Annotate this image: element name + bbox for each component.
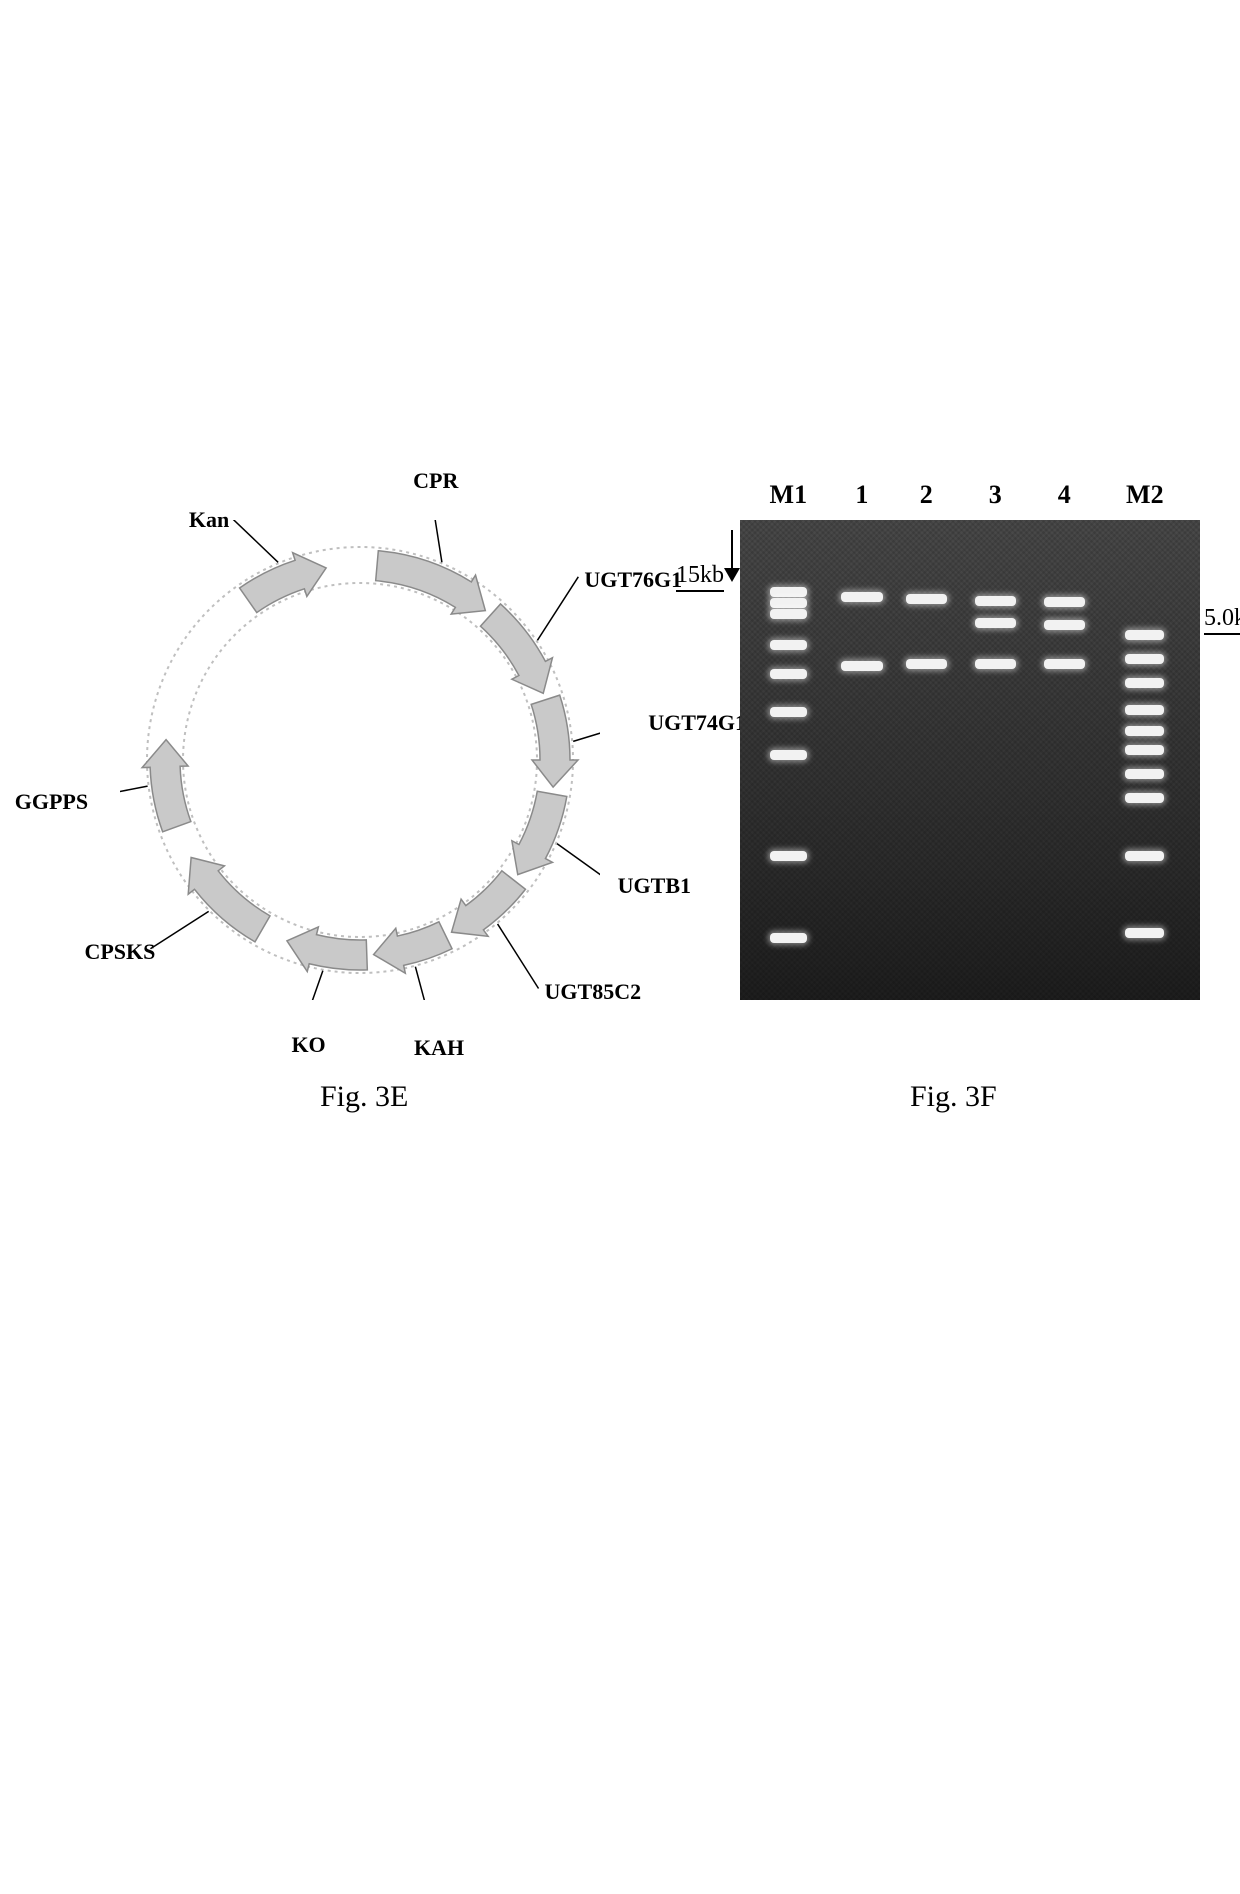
gel-band [1044, 620, 1085, 630]
gel-band [841, 661, 882, 671]
gel-band [770, 707, 807, 717]
gel-band [770, 609, 807, 619]
gel-panel: M11234M2 15kb5.0kb [740, 520, 1200, 1020]
plasmid-gene-label: KO [291, 1032, 325, 1058]
plasmid-gene-label: UGT74G1 [648, 710, 746, 736]
gel-band [770, 933, 807, 943]
gel-lane-label: 1 [855, 480, 868, 510]
gel-band [1125, 705, 1164, 715]
gel-band [770, 669, 807, 679]
gel-band [975, 618, 1016, 628]
plasmid-gene-label: CPR [413, 468, 458, 494]
gel-band [1125, 793, 1164, 803]
gel-band [1125, 769, 1164, 779]
gel-image [740, 520, 1200, 1000]
plasmid-gene-label: GGPPS [15, 789, 88, 815]
gel-band [906, 659, 947, 669]
gel-band [975, 659, 1016, 669]
plasmid-gene-arrow [531, 695, 578, 787]
gel-band [770, 598, 807, 608]
arrow-down-icon [724, 526, 740, 582]
gel-band [1044, 659, 1085, 669]
gel-size-marker: 5.0kb [1204, 569, 1240, 632]
gel-band [1125, 630, 1164, 640]
gel-band [1125, 726, 1164, 736]
gel-lane-label: M2 [1126, 480, 1164, 510]
gel-lane-labels: M1 1 2 3 4 M2 [740, 480, 1200, 516]
gel-band [841, 592, 882, 602]
gel-band [1125, 851, 1164, 861]
gel-band [1125, 654, 1164, 664]
page: KanCPRUGT76G1UGT74G1UGTB1UGT85C2KAHKOCPS… [0, 0, 1240, 1894]
gel-size-marker: 15kb [660, 526, 740, 589]
plasmid-gene-label: Kan [189, 507, 229, 533]
gel-band [770, 640, 807, 650]
figure-caption-right: Fig. 3F [910, 1080, 997, 1114]
gel-size-marker-label: 5.0kb [1204, 605, 1240, 635]
gel-band [1125, 928, 1164, 938]
plasmid-gene-arrow [188, 858, 270, 942]
figure-caption-left: Fig. 3E [320, 1080, 408, 1114]
gel-band [770, 851, 807, 861]
plasmid-panel: KanCPRUGT76G1UGT74G1UGTB1UGT85C2KAHKOCPS… [120, 520, 600, 1000]
gel-lane-label: 3 [989, 480, 1002, 510]
plasmid-gene-label: UGTB1 [618, 873, 691, 899]
plasmid-gene-label: CPSKS [84, 939, 155, 965]
gel-size-marker-label: 15kb [676, 562, 724, 592]
gel-band [770, 587, 807, 597]
gel-band [1044, 597, 1085, 607]
plasmid-gene-arrow [512, 791, 567, 874]
plasmid-ring [120, 520, 600, 1000]
gel-band [1125, 745, 1164, 755]
gel-band [975, 596, 1016, 606]
gel-band [1125, 678, 1164, 688]
plasmid-gene-label: UGT85C2 [545, 979, 642, 1005]
gel-lane-label: 2 [920, 480, 933, 510]
gel-band [906, 594, 947, 604]
plasmid-gene-label: KAH [414, 1035, 464, 1061]
gel-lane-label: 4 [1058, 480, 1071, 510]
plasmid-gene-arrow [287, 927, 367, 972]
gel-lane-label: M1 [770, 480, 808, 510]
gel-band [770, 750, 807, 760]
plasmid-gene-arrow [376, 551, 486, 614]
